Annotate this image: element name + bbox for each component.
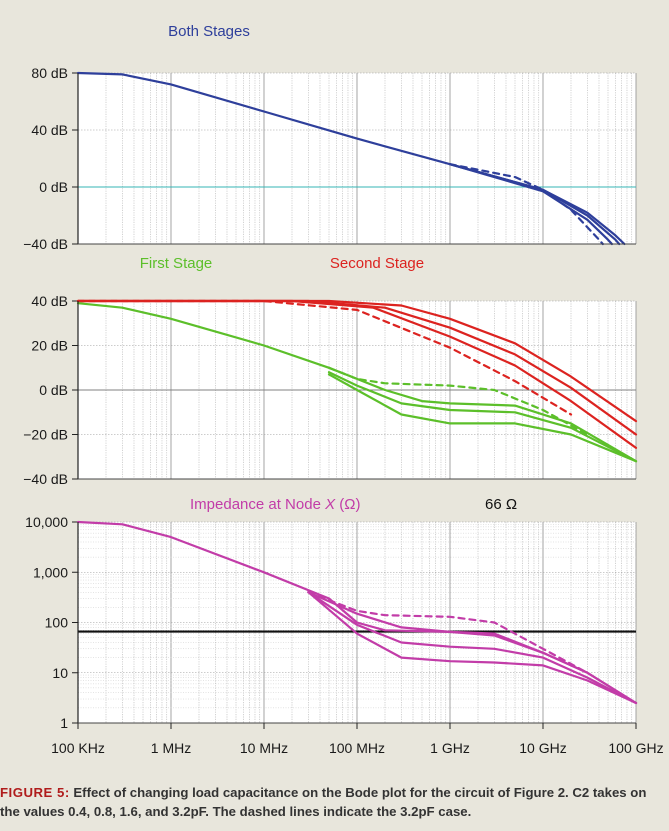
- panel-1: 80 dB 40 dB 0 dB −40 dB: [23, 65, 637, 252]
- y-tick-label: 100: [45, 615, 69, 631]
- series-line: [448, 163, 613, 246]
- x-tick-label: 1 MHz: [151, 740, 191, 756]
- x-tick-label: 100 KHz: [51, 740, 105, 756]
- series-line: [307, 591, 589, 674]
- y-tick-label: 40 dB: [31, 122, 68, 138]
- series-line: [327, 371, 638, 463]
- impedance-title-text: Impedance at Node: [190, 496, 325, 513]
- series-line: [76, 299, 573, 416]
- panel-2: 40 dB 20 dB 0 dB −20 dB −40 dB: [23, 293, 638, 487]
- y-tick-label: 40 dB: [31, 293, 68, 309]
- y-tick-label: 1,000: [33, 564, 68, 580]
- panel-title-first-stage: First Stage: [140, 255, 213, 272]
- series-line: [76, 302, 638, 463]
- y-tick-label: −20 dB: [23, 427, 68, 443]
- impedance-title-variable: X: [324, 496, 336, 513]
- x-tick-label: 10 MHz: [240, 740, 288, 756]
- panel-title-impedance: Impedance at Node X (Ω): [190, 496, 360, 513]
- x-tick-label: 100 MHz: [329, 740, 385, 756]
- series-line: [307, 591, 638, 705]
- y-tick-label: −40 dB: [23, 236, 68, 252]
- series-line: [76, 299, 638, 449]
- y-tick-label: 80 dB: [31, 65, 68, 81]
- impedance-title-unit: (Ω): [335, 496, 360, 513]
- y-tick-label: −40 dB: [23, 471, 68, 487]
- figure-caption: FIGURE 5: Effect of changing load capaci…: [0, 783, 669, 821]
- panel-3: 10,000 1,000 100 10 1: [25, 514, 638, 731]
- y-tick-label: 1: [60, 715, 68, 731]
- x-tick-label: 1 GHz: [430, 740, 470, 756]
- series-line: [327, 366, 589, 436]
- panel-title-second-stage: Second Stage: [330, 255, 424, 272]
- series-line: [307, 591, 638, 705]
- series-line: [76, 299, 638, 423]
- caption-label: FIGURE 5:: [0, 785, 70, 800]
- y-tick-label: 10,000: [25, 514, 68, 530]
- y-tick-label: 10: [52, 665, 68, 681]
- series-line: [76, 299, 638, 436]
- panel-title-both-stages: Both Stages: [168, 23, 250, 40]
- x-tick-label: 10 GHz: [519, 740, 566, 756]
- series-line: [76, 71, 626, 246]
- caption-text: Effect of changing load capacitance on t…: [0, 785, 647, 819]
- y-tick-label: 0 dB: [39, 179, 68, 195]
- series-line: [327, 373, 638, 463]
- impedance-annotation: 66 Ω: [485, 496, 517, 513]
- y-tick-label: 0 dB: [39, 382, 68, 398]
- series-line: [448, 163, 604, 246]
- x-tick-label: 100 GHz: [608, 740, 663, 756]
- y-tick-label: 20 dB: [31, 338, 68, 354]
